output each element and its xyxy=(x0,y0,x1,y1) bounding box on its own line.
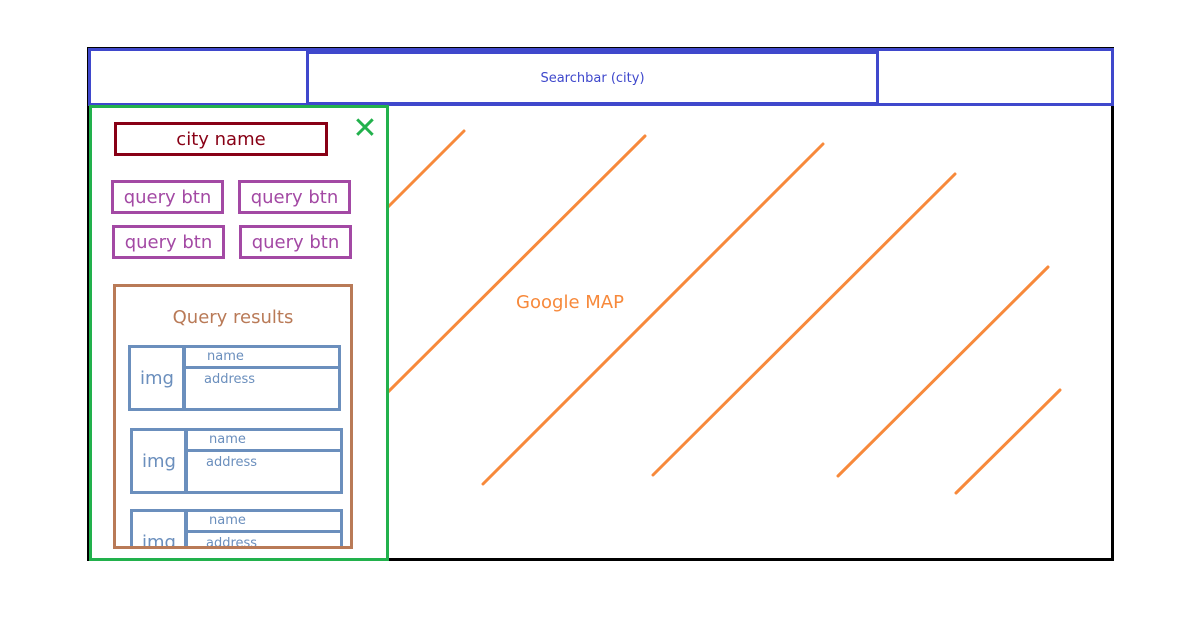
map-hatch-line xyxy=(836,265,1050,478)
query-button-label: query btn xyxy=(124,231,213,253)
query-button-4[interactable]: query btn xyxy=(239,225,352,259)
map-hatch-line xyxy=(386,129,466,209)
query-results-title: Query results xyxy=(172,307,294,328)
result-item[interactable]: img name address xyxy=(130,428,345,494)
result-item[interactable]: img name address xyxy=(130,509,345,546)
result-address: address xyxy=(184,449,343,494)
query-button-3[interactable]: query btn xyxy=(112,225,225,259)
result-image: img xyxy=(130,428,188,494)
result-image: img xyxy=(130,509,188,546)
map-hatch-line xyxy=(651,172,957,477)
close-icon[interactable]: ✕ xyxy=(352,111,378,146)
search-bar-label: Searchbar (city) xyxy=(540,70,645,86)
query-button-1[interactable]: query btn xyxy=(111,180,224,214)
query-button-label: query btn xyxy=(251,231,340,253)
search-bar[interactable]: Searchbar (city) xyxy=(306,51,879,105)
map-hatch-line xyxy=(386,134,647,394)
query-button-label: query btn xyxy=(123,186,212,208)
result-image: img xyxy=(128,345,186,411)
map-hatch-line xyxy=(481,142,825,486)
result-item[interactable]: img name address xyxy=(128,345,343,411)
query-button-label: query btn xyxy=(250,186,339,208)
city-name-text: city name xyxy=(176,128,266,150)
map-label: Google MAP xyxy=(516,292,624,313)
result-address: address xyxy=(184,530,343,546)
query-results[interactable]: Query results img name address img name … xyxy=(113,284,353,549)
map-hatch-line xyxy=(954,388,1062,495)
result-address: address xyxy=(182,366,341,411)
city-name: city name xyxy=(114,122,328,156)
query-button-2[interactable]: query btn xyxy=(238,180,351,214)
